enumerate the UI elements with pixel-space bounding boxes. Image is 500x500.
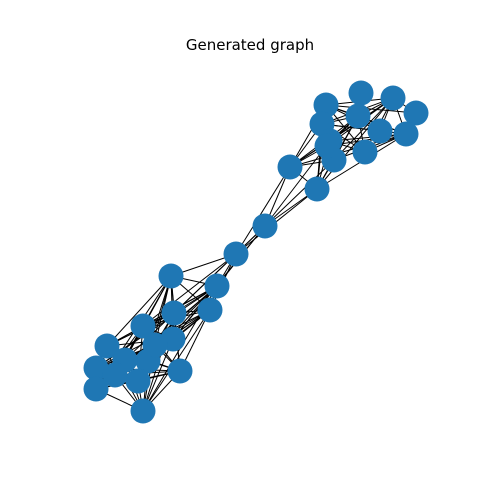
graph-node bbox=[313, 92, 339, 118]
graph-node bbox=[393, 121, 419, 147]
graph-node bbox=[314, 133, 340, 159]
graph-node bbox=[161, 300, 187, 326]
graph-edge bbox=[329, 133, 407, 142]
graph-edge bbox=[235, 166, 291, 255]
graph-edge bbox=[316, 97, 394, 190]
graph-edge bbox=[106, 275, 172, 347]
graph-node bbox=[83, 355, 109, 381]
graph-node bbox=[130, 398, 156, 424]
graph-node bbox=[125, 368, 151, 394]
graph-node bbox=[197, 297, 223, 323]
graph-node bbox=[142, 332, 168, 358]
graph-node bbox=[223, 241, 249, 267]
graph-node bbox=[158, 263, 184, 289]
graph-node bbox=[94, 333, 120, 359]
figure-title: Generated graph bbox=[185, 36, 315, 54]
graph-edge bbox=[325, 104, 417, 114]
graph-node bbox=[83, 376, 109, 402]
graph-node bbox=[130, 313, 156, 339]
graph-node bbox=[252, 213, 278, 239]
graph-node bbox=[380, 85, 406, 111]
graph-node bbox=[204, 273, 230, 299]
graph-node bbox=[102, 362, 128, 388]
graph-edge bbox=[173, 225, 266, 314]
graph-nodes bbox=[83, 80, 429, 424]
graph-edge bbox=[264, 159, 335, 227]
graph-node bbox=[277, 154, 303, 180]
graph-node bbox=[403, 100, 429, 126]
graph-node bbox=[167, 358, 193, 384]
graph-node bbox=[348, 80, 374, 106]
graph-node bbox=[352, 139, 378, 165]
graph-node bbox=[345, 103, 371, 129]
graph-edge bbox=[142, 338, 174, 412]
graph-node bbox=[367, 118, 393, 144]
graph-node bbox=[304, 176, 330, 202]
graph-edge bbox=[142, 253, 237, 327]
